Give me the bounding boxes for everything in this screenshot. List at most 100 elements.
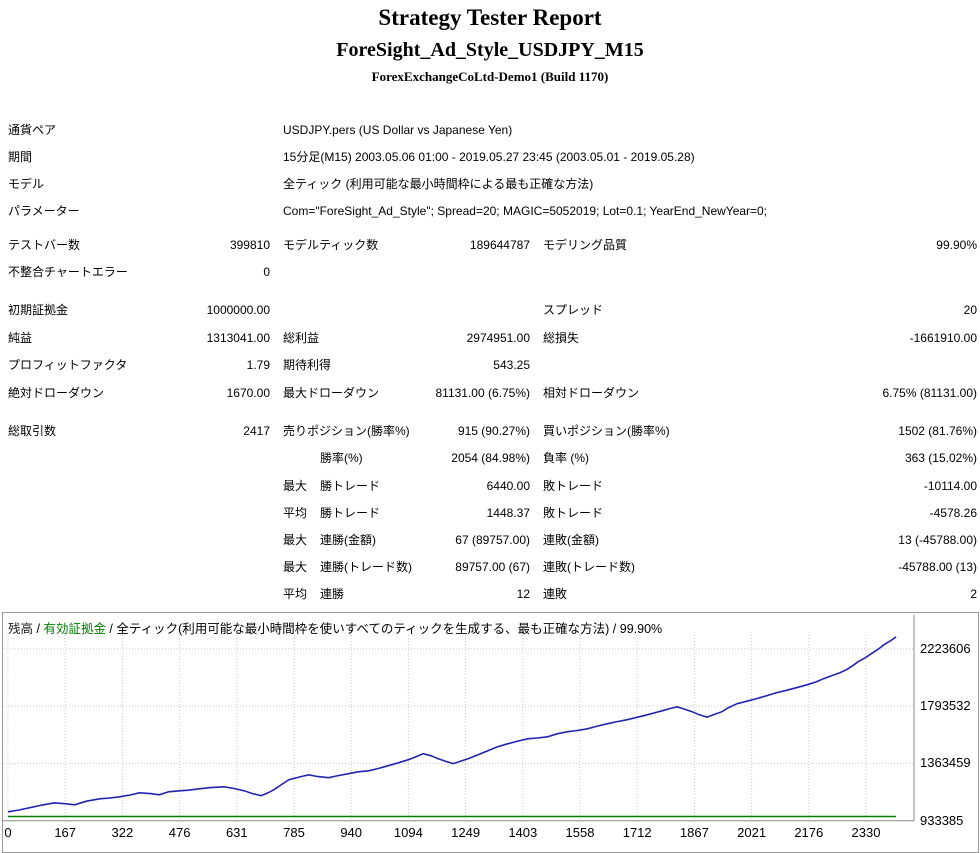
x-axis-label: 631	[225, 825, 248, 840]
row-value: 1000000.00	[206, 303, 270, 317]
row-sublabel: 最大	[283, 560, 308, 574]
balance-label: 残高	[8, 622, 34, 636]
row-sublabel: 最大	[283, 533, 308, 547]
table-row: 最大 勝トレード 6440.00 敗トレード -10114.00	[0, 478, 980, 495]
col2-value: 189644787	[469, 238, 530, 252]
col3-label: 連敗	[543, 587, 568, 601]
row-label: テストバー数	[8, 238, 81, 252]
row-value: 0	[263, 265, 270, 279]
col2-value: 67 (89757.00)	[455, 533, 530, 547]
legend-description: / 全ティック(利用可能な最小時間枠を使いすべてのティックを生成する、最も正確な…	[105, 622, 663, 636]
row-value-wide: USDJPY.pers (US Dollar vs Japanese Yen)	[283, 123, 513, 137]
col2-value: 2974951.00	[466, 331, 530, 345]
row-value-wide: Com="ForeSight_Ad_Style"; Spread=20; MAG…	[283, 204, 768, 218]
col3-label: スプレッド	[543, 303, 604, 317]
row-value: 1.79	[246, 358, 270, 372]
row-label: モデル	[8, 177, 45, 191]
table-row: 平均 連勝 12 連敗 2	[0, 586, 980, 603]
table-row: プロフィットファクタ 1.79 期待利得 543.25	[0, 357, 980, 374]
balance-chart: 残高 / 有効証拠金 / 全ティック(利用可能な最小時間枠を使いすべてのティック…	[2, 612, 979, 853]
row-value-wide: 15分足(M15) 2003.05.06 01:00 - 2019.05.27 …	[283, 150, 695, 164]
col3-value: 2	[970, 587, 977, 601]
row-sublabel: 平均	[283, 506, 308, 520]
x-axis-label: 0	[4, 825, 12, 840]
row-label: 初期証拠金	[8, 303, 69, 317]
col3-value: 363 (15.02%)	[904, 451, 977, 465]
table-row: 通貨ペア USDJPY.pers (US Dollar vs Japanese Y…	[0, 122, 980, 139]
col3-label: 相対ドローダウン	[543, 386, 640, 400]
col2-value: 543.25	[493, 358, 530, 372]
strategy-symbol-title: ForeSight_Ad_Style_USDJPY_M15	[336, 39, 644, 61]
col2-label: 連勝(トレード数)	[320, 560, 412, 574]
table-row: 純益 1313041.00 総利益 2974951.00 総損失 -1661910.00	[0, 330, 980, 347]
col3-label: 連敗(トレード数)	[543, 560, 635, 574]
col2-label: 総利益	[283, 331, 320, 345]
table-row: 勝率(%) 2054 (84.98%) 負率 (%) 363 (15.02%)	[0, 450, 980, 467]
x-axis-label: 167	[54, 825, 77, 840]
col3-value: 6.75% (81131.00)	[882, 386, 977, 400]
col2-value: 6440.00	[486, 479, 530, 493]
server-build-line: ForexExchangeCoLtd-Demo1 (Build 1170)	[371, 69, 609, 84]
y-axis-label: 1793532	[920, 698, 971, 714]
col2-label: 売りポジション(勝率%)	[283, 424, 410, 438]
row-label: 期間	[8, 150, 33, 164]
col2-label: モデルティック数	[283, 238, 379, 252]
equity-label: 有効証拠金	[43, 622, 106, 636]
row-value: 1670.00	[226, 386, 270, 400]
report-title: Strategy Tester Report	[378, 5, 602, 30]
col2-value: 81131.00 (6.75%)	[435, 386, 530, 400]
col3-label: モデリング品質	[543, 238, 628, 252]
col2-label: 期待利得	[283, 358, 332, 372]
y-axis-label: 933385	[920, 812, 964, 828]
table-row: テストバー数 399810 モデルティック数 189644787 モデリング品質 99.9…	[0, 237, 980, 254]
table-row: 不整合チャートエラー 0	[0, 264, 980, 281]
x-axis-label: 2176	[794, 825, 824, 840]
col2-label: 勝トレード	[320, 506, 381, 520]
col2-value: 89757.00 (67)	[455, 560, 530, 574]
table-row: モデル 全ティック (利用可能な最小時間枠による最も正確な方法)	[0, 176, 980, 193]
y-axis-label: 1363459	[920, 755, 971, 771]
col2-label: 連勝	[320, 587, 345, 601]
x-axis-label: 785	[283, 825, 305, 840]
x-axis-label: 1249	[451, 825, 481, 840]
legend-separator: /	[33, 622, 44, 636]
col2-value: 915 (90.27%)	[457, 424, 530, 438]
table-row: パラメーター Com="ForeSight_Ad_Style"; Spread=2…	[0, 203, 980, 220]
row-value: 399810	[229, 238, 270, 252]
balance-line	[7, 636, 897, 813]
x-axis-label: 1558	[565, 825, 595, 840]
y-axis-label: 2223606	[920, 640, 971, 656]
col2-label: 勝トレード	[320, 479, 381, 493]
table-row: 最大 連勝(トレード数) 89757.00 (67) 連敗(トレード数) -45788.…	[0, 559, 980, 576]
col2-value: 1448.37	[486, 506, 530, 520]
row-sublabel: 平均	[283, 587, 308, 601]
table-row: 平均 勝トレード 1448.37 敗トレード -4578.26	[0, 505, 980, 522]
col3-value: -10114.00	[923, 479, 977, 493]
x-axis-label: 322	[111, 825, 134, 840]
col3-value: -4578.26	[929, 506, 977, 520]
x-axis-label: 1712	[622, 825, 652, 840]
report-table: 通貨ペア USDJPY.pers (US Dollar vs Japanese Y…	[0, 122, 980, 603]
x-axis-label: 1403	[508, 825, 538, 840]
col3-value: 99.90%	[936, 238, 977, 252]
row-value-wide: 全ティック (利用可能な最小時間枠による最も正確な方法)	[283, 177, 594, 191]
x-axis-label: 940	[340, 825, 363, 840]
table-row: 初期証拠金 1000000.00 スプレッド 20	[0, 302, 980, 319]
col2-label: 最大ドローダウン	[283, 386, 380, 400]
row-label: プロフィットファクタ	[8, 358, 128, 372]
chart-plot	[3, 615, 915, 822]
x-axis-label: 476	[168, 825, 191, 840]
col2-label: 勝率(%)	[320, 451, 363, 465]
row-label: 不整合チャートエラー	[8, 265, 128, 279]
table-row: 最大 連勝(金額) 67 (89757.00) 連敗(金額) 13 (-45788.00…	[0, 532, 980, 549]
row-value: 1313041.00	[206, 331, 270, 345]
row-sublabel: 最大	[283, 479, 308, 493]
row-value: 2417	[243, 424, 270, 438]
row-label: パラメーター	[8, 204, 80, 218]
x-axis-label: 1867	[679, 825, 709, 840]
col3-value: 20	[963, 303, 977, 317]
col3-value: -45788.00 (13)	[898, 560, 977, 574]
table-row: 絶対ドローダウン 1670.00 最大ドローダウン 81131.00 (6.75%) 相…	[0, 385, 980, 402]
col3-label: 連敗(金額)	[543, 533, 599, 547]
